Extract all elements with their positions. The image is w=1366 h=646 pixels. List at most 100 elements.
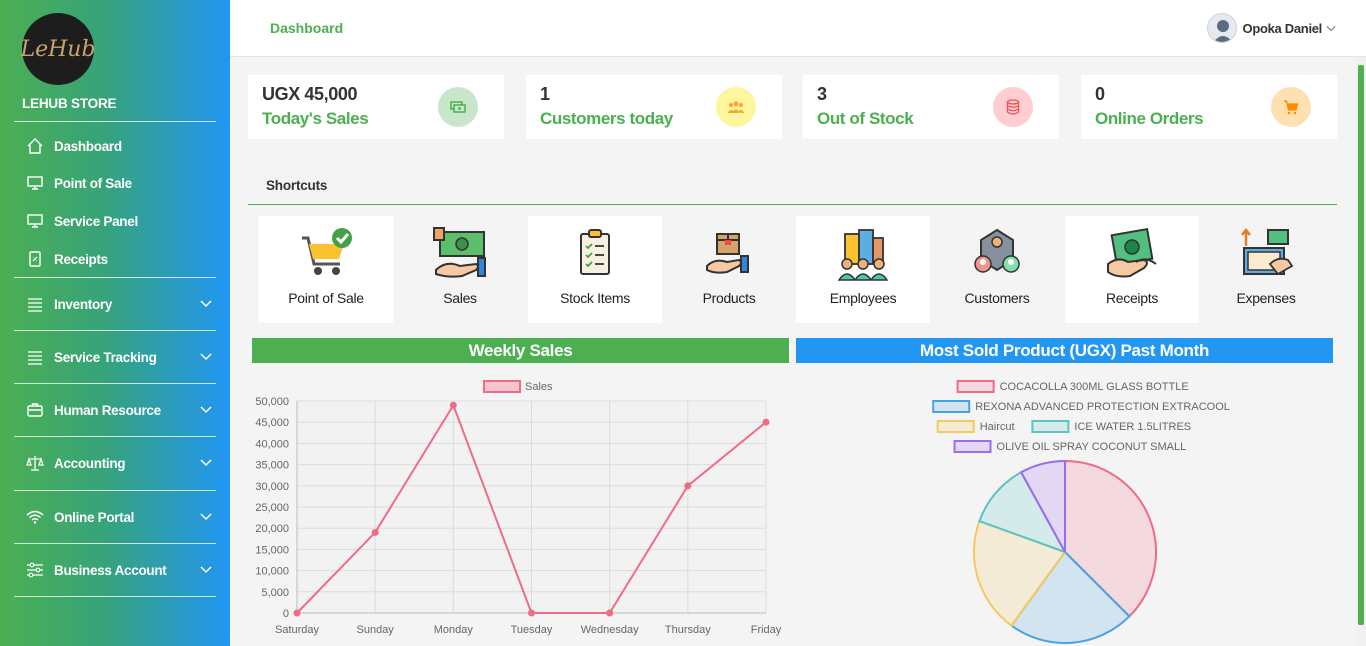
y-tick-label: 5,000	[261, 587, 289, 599]
database-icon	[993, 87, 1033, 127]
sidebar-item-label: Dashboard	[54, 138, 122, 154]
shortcut-label: Point of Sale	[288, 290, 364, 306]
y-tick-label: 45,000	[255, 417, 289, 429]
sidebar-item-label: Point of Sale	[54, 175, 132, 191]
sidebar-item-service-panel[interactable]: Service Panel	[14, 206, 216, 236]
legend-swatch	[932, 400, 971, 413]
sidebar-item-label: Service Panel	[54, 213, 138, 229]
data-point	[528, 609, 535, 617]
scrollbar-thumb[interactable]	[1358, 65, 1364, 625]
shortcut-expenses[interactable]: Expenses	[1199, 216, 1333, 323]
pie-slice	[1010, 550, 1131, 644]
customers-network-icon	[974, 228, 1020, 273]
most-sold-chart: COCACOLLA 300ML GLASS BOTTLE REXONA ADVAN…	[932, 380, 1230, 644]
wifi-icon	[24, 508, 46, 526]
data-point	[606, 609, 614, 617]
legend-label: Sales	[525, 381, 553, 393]
sidebar-divider	[14, 490, 216, 491]
y-tick-label: 30,000	[255, 481, 289, 493]
legend-label: ICE WATER 1.5LITRES	[1074, 421, 1191, 433]
legend-swatch	[1031, 420, 1070, 433]
legend-label: Haircut	[980, 421, 1015, 433]
sidebar: LeHub LEHUB STORE Dashboard Point of Sal…	[0, 0, 230, 646]
sidebar-divider	[14, 383, 216, 384]
stat-card-out-of-stock[interactable]: 3 Out of Stock	[803, 75, 1059, 139]
pie-slice	[973, 519, 1067, 628]
list-icon	[24, 348, 46, 366]
sidebar-divider	[14, 596, 216, 597]
shortcut-label: Receipts	[1105, 290, 1159, 306]
scrollbar[interactable]	[1356, 57, 1366, 646]
monitor-icon	[24, 174, 46, 192]
legend-swatch	[936, 420, 975, 433]
pie-slice	[978, 470, 1068, 554]
list-icon	[24, 295, 46, 313]
page-title: Dashboard	[270, 20, 344, 36]
weekly-sales-header: Weekly Sales	[252, 338, 789, 363]
shortcut-label: Expenses	[1236, 290, 1296, 306]
expenses-icon	[1241, 227, 1294, 276]
pie-slice	[1019, 459, 1066, 553]
sidebar-item-label: Online Portal	[54, 509, 135, 525]
sidebar-item-online-portal[interactable]: Online Portal	[14, 502, 216, 532]
y-tick-label: 40,000	[255, 438, 289, 450]
legend-label: COCACOLLA 300ML GLASS BOTTLE	[1000, 381, 1189, 393]
cart-icon	[1271, 87, 1311, 127]
sidebar-item-label: Service Tracking	[54, 349, 157, 365]
shortcut-customers[interactable]: Customers	[930, 216, 1064, 323]
shortcut-label: Sales	[443, 290, 477, 306]
sidebar-item-label: Business Account	[54, 562, 167, 578]
store-name: LEHUB STORE	[22, 96, 117, 111]
chevron-down-icon	[200, 566, 212, 574]
shortcut-products[interactable]: Products	[662, 216, 796, 323]
legend-label: REXONA ADVANCED PROTECTION EXTRACOOL	[975, 401, 1230, 413]
shortcut-point-of-sale[interactable]: Point of Sale	[259, 216, 393, 323]
data-point	[293, 609, 301, 617]
sidebar-divider	[14, 330, 216, 331]
legend-swatch	[956, 380, 995, 393]
receipt-money-icon	[1107, 227, 1157, 278]
topbar: Dashboard Opoka Daniel	[230, 0, 1366, 57]
sidebar-item-human-resource[interactable]: Human Resource	[14, 395, 216, 425]
briefcase-icon	[24, 401, 46, 419]
chevron-down-icon	[200, 459, 212, 467]
sidebar-divider	[14, 277, 216, 278]
shortcut-sales[interactable]: Sales	[393, 216, 527, 323]
stat-card-sales[interactable]: UGX 45,000 Today's Sales	[248, 75, 504, 139]
stat-card-online-orders[interactable]: 0 Online Orders	[1081, 75, 1337, 139]
user-menu[interactable]: Opoka Daniel	[1206, 13, 1336, 43]
y-tick-label: 50,000	[255, 396, 289, 408]
sidebar-item-inventory[interactable]: Inventory	[14, 289, 216, 319]
shortcut-label: Employees	[829, 290, 897, 306]
stat-label: Out of Stock	[817, 109, 914, 128]
sidebar-item-label: Human Resource	[54, 402, 161, 418]
data-point	[449, 401, 457, 409]
data-point	[762, 418, 770, 426]
cash-hand-icon	[433, 227, 486, 278]
shortcut-employees[interactable]: Employees	[796, 216, 930, 323]
y-tick-label: 20,000	[255, 523, 289, 535]
sidebar-item-service-tracking[interactable]: Service Tracking	[14, 342, 216, 372]
sidebar-item-receipts[interactable]: Receipts	[14, 244, 216, 274]
y-tick-label: 10,000	[255, 566, 289, 578]
stat-value: 1	[540, 84, 550, 104]
stat-card-customers[interactable]: 1 Customers today	[526, 75, 782, 139]
monitor-icon	[24, 212, 46, 230]
x-tick-label: Wednesday	[581, 624, 639, 636]
sidebar-item-business-account[interactable]: Business Account	[14, 555, 216, 585]
sidebar-item-point-of-sale[interactable]: Point of Sale	[14, 168, 216, 198]
sidebar-item-accounting[interactable]: Accounting	[14, 448, 216, 478]
x-tick-label: Saturday	[275, 624, 320, 636]
sidebar-item-dashboard[interactable]: Dashboard	[14, 131, 216, 161]
sidebar-item-label: Inventory	[54, 296, 113, 312]
data-point	[371, 528, 379, 536]
store-logo[interactable]: LeHub	[20, 13, 96, 85]
office-people-icon	[837, 229, 889, 281]
sidebar-divider	[14, 543, 216, 544]
money-icon	[438, 87, 478, 127]
shortcut-label: Stock Items	[560, 290, 630, 306]
shortcut-receipts[interactable]: Receipts	[1065, 216, 1199, 323]
shortcut-stock-items[interactable]: Stock Items	[528, 216, 662, 323]
home-icon	[24, 137, 46, 155]
chevron-down-icon	[200, 300, 212, 308]
